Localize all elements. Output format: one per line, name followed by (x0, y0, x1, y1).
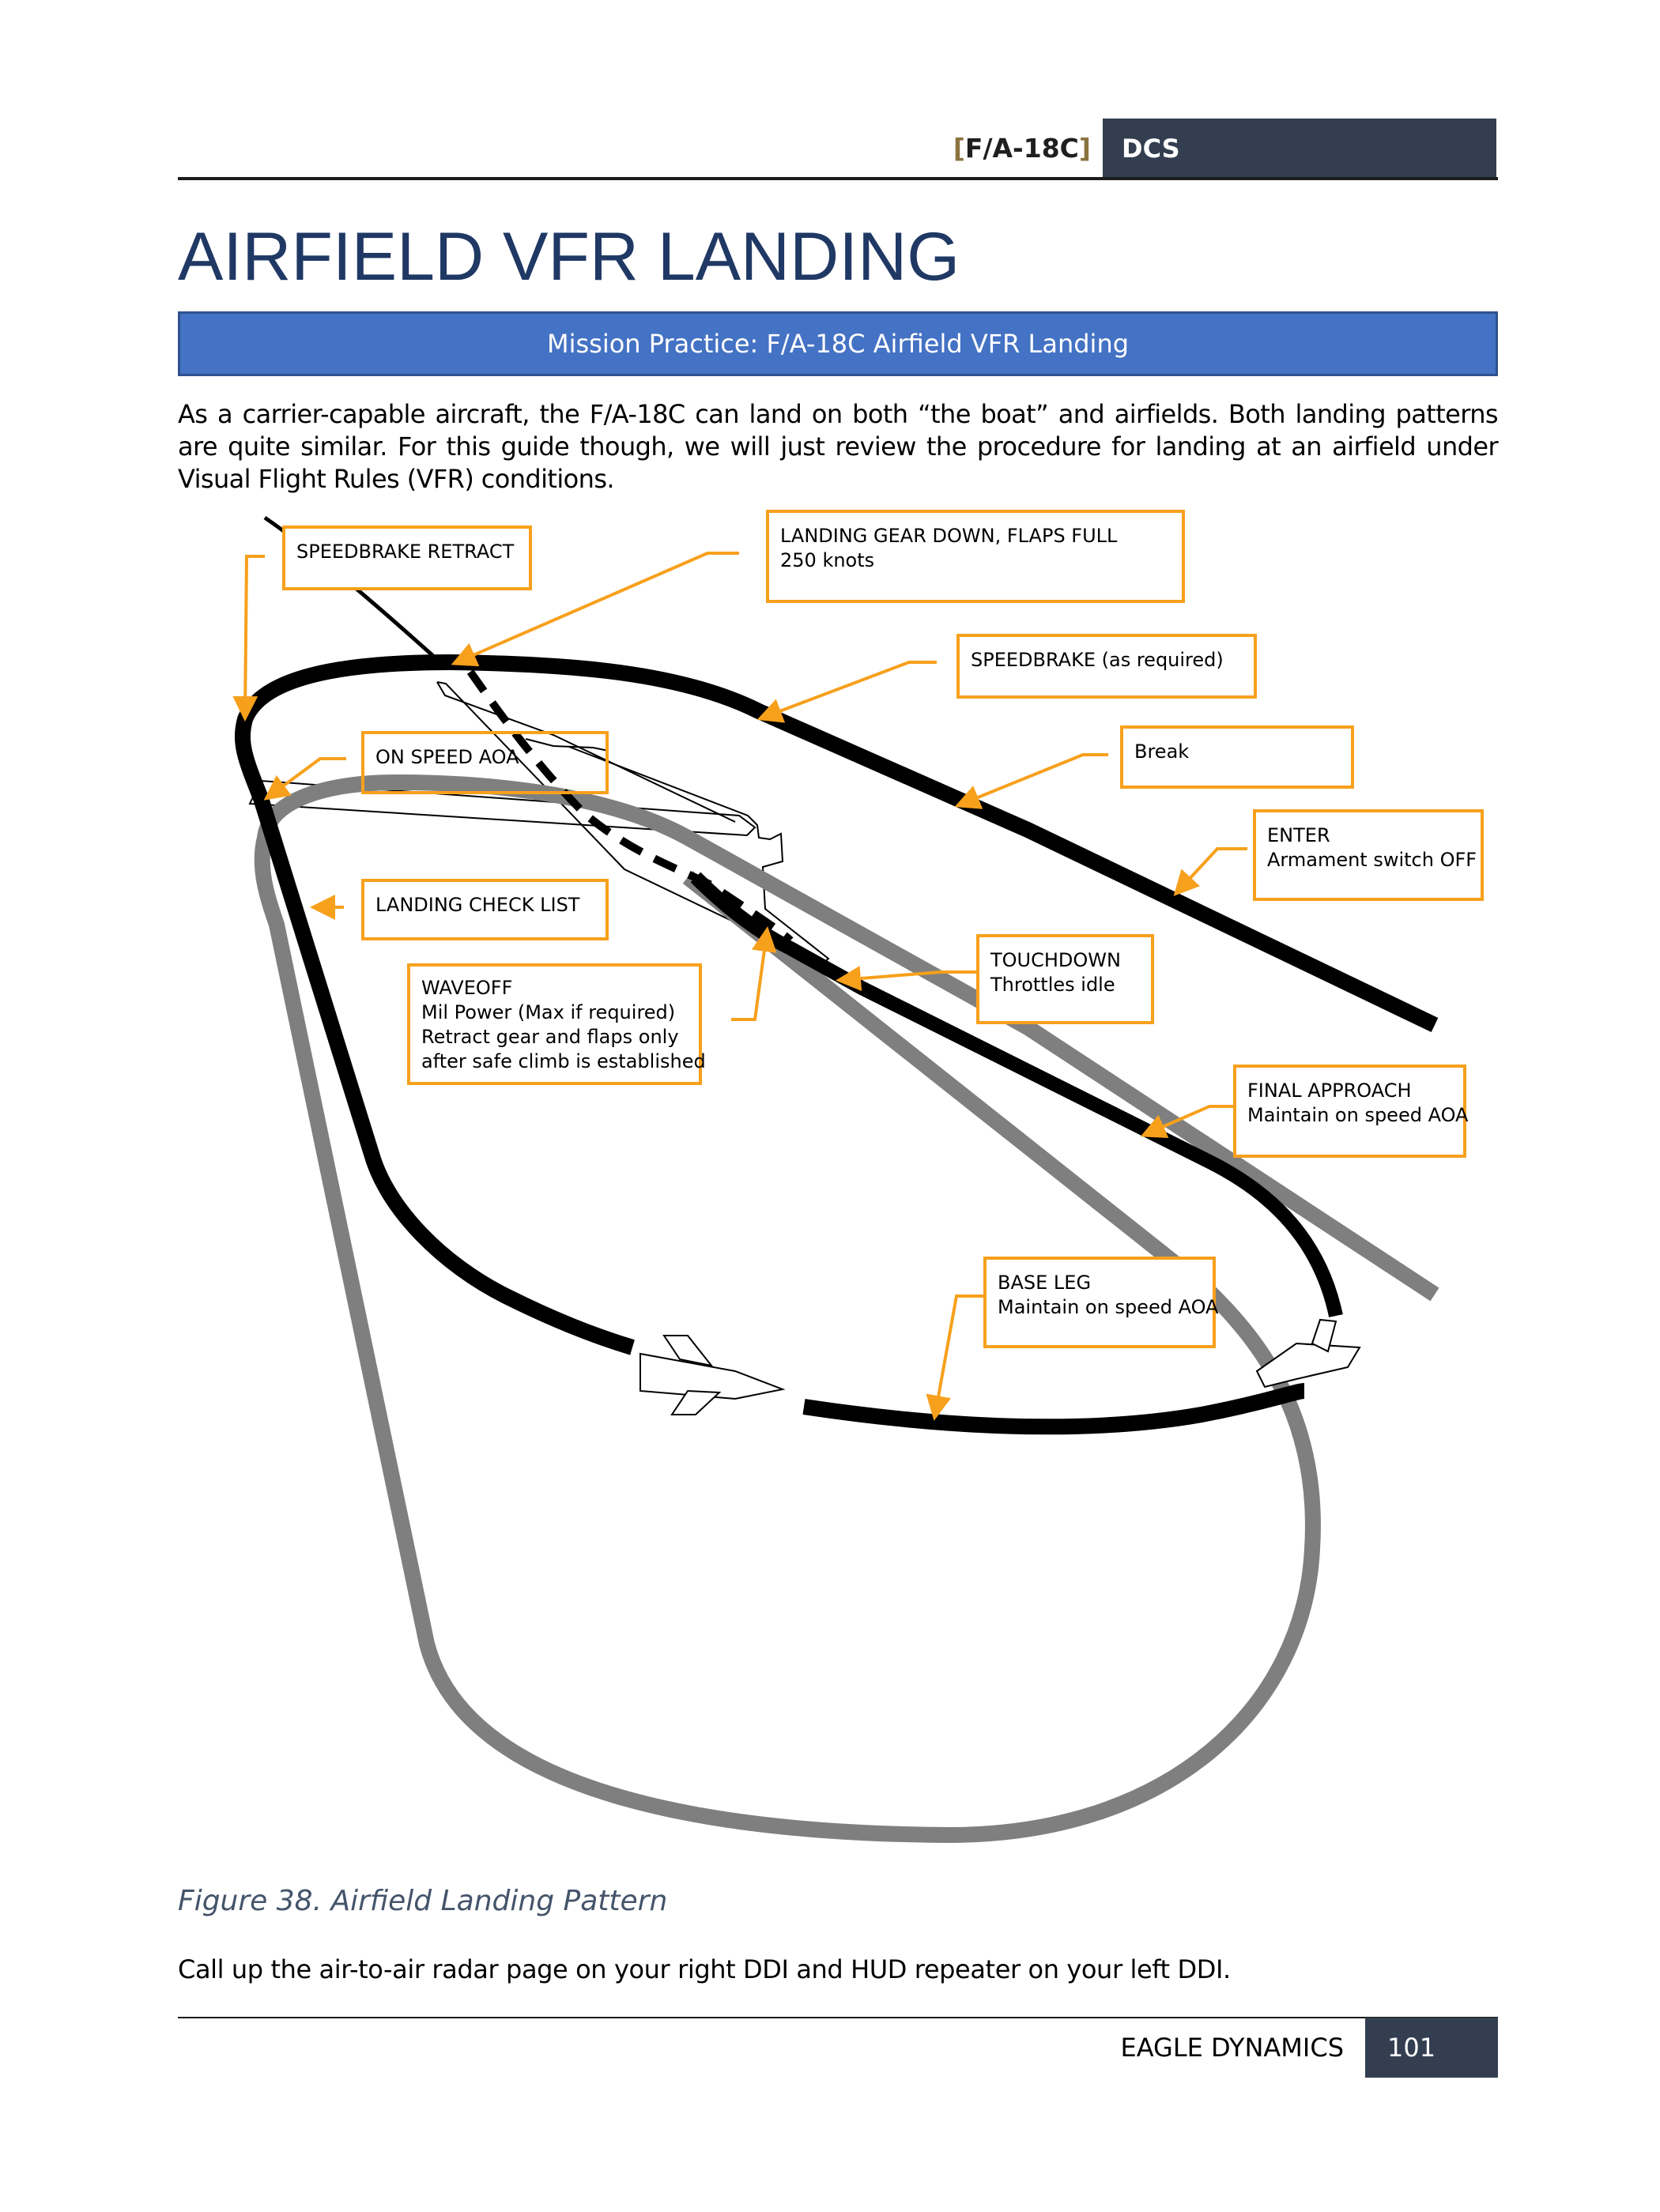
page-number: 101 (1365, 2018, 1498, 2078)
callout-enter: ENTER Armament switch OFF (1253, 809, 1484, 901)
callout-line: Maintain on speed AOA (1247, 1103, 1452, 1128)
leader-break (960, 755, 1108, 805)
callout-line: ON SPEED AOA (375, 745, 594, 770)
callout-landing-check-list: LANDING CHECK LIST (361, 879, 609, 940)
body-text: Call up the air-to-air radar page on you… (178, 1954, 1231, 1984)
callout-touchdown: TOUCHDOWN Throttles idle (976, 934, 1154, 1024)
intro-paragraph: As a carrier-capable aircraft, the F/A-1… (178, 398, 1498, 496)
callout-line: Break (1134, 740, 1340, 764)
bracket-close: ] (1079, 133, 1091, 164)
callout-line: SPEEDBRAKE (as required) (971, 648, 1243, 673)
leader-final (1146, 1106, 1235, 1134)
leader-speedbrake-required (763, 662, 937, 718)
aircraft-icon-base (640, 1336, 783, 1415)
callout-line: Maintain on speed AOA (998, 1295, 1202, 1320)
callout-line: FINAL APPROACH (1247, 1079, 1452, 1103)
figure-caption: Figure 38. Airfield Landing Pattern (178, 1885, 667, 1917)
callout-line: TOUCHDOWN (990, 948, 1140, 973)
mission-banner: Mission Practice: F/A-18C Airfield VFR L… (178, 311, 1498, 376)
header-rule (178, 177, 1498, 180)
footer-rule (178, 2017, 1498, 2018)
callout-waveoff: WAVEOFF Mil Power (Max if required) Retr… (407, 963, 702, 1085)
page-title: AIRFIELD VFR LANDING (178, 213, 960, 300)
callout-line: 250 knots (780, 548, 1171, 573)
callout-line: LANDING CHECK LIST (375, 893, 594, 918)
callout-base-leg: BASE LEG Maintain on speed AOA (983, 1257, 1216, 1348)
callout-on-speed-aoa: ON SPEED AOA (361, 731, 609, 794)
callout-speedbrake-required: SPEEDBRAKE (as required) (956, 634, 1257, 699)
callout-line: LANDING GEAR DOWN, FLAPS FULL (780, 524, 1171, 548)
leader-speedbrake-retract (245, 556, 265, 715)
model-name: F/A-18C (965, 133, 1079, 164)
callout-line: SPEEDBRAKE RETRACT (296, 540, 518, 564)
callout-line: Mil Power (Max if required) (421, 1000, 688, 1025)
leader-on-speed (269, 759, 346, 797)
footer-company: EAGLE DYNAMICS (1028, 2019, 1344, 2076)
approach-track-b (804, 1391, 1304, 1426)
header-model: [F/A-18C] (854, 119, 1091, 179)
leader-waveoff (731, 933, 767, 1019)
callout-speedbrake-retract: SPEEDBRAKE RETRACT (282, 526, 532, 590)
callout-line: Retract gear and flaps only (421, 1025, 688, 1049)
aircraft-icon-final (1257, 1320, 1360, 1387)
callout-line: BASE LEG (998, 1271, 1202, 1295)
callout-break: Break (1120, 725, 1354, 789)
callout-line: ENTER (1267, 823, 1469, 848)
callout-line: WAVEOFF (421, 976, 688, 1000)
callout-line: Armament switch OFF (1267, 848, 1469, 872)
leader-enter (1178, 849, 1247, 891)
leader-touchdown (842, 972, 980, 980)
callout-gear-flaps: LANDING GEAR DOWN, FLAPS FULL 250 knots (766, 510, 1185, 603)
bracket-open: [ (953, 133, 965, 164)
callout-line: after safe climb is established (421, 1049, 688, 1074)
leader-base (935, 1296, 984, 1415)
callout-line: Throttles idle (990, 973, 1140, 997)
header-tab: DCS (1103, 119, 1496, 179)
callout-final-approach: FINAL APPROACH Maintain on speed AOA (1233, 1065, 1466, 1158)
